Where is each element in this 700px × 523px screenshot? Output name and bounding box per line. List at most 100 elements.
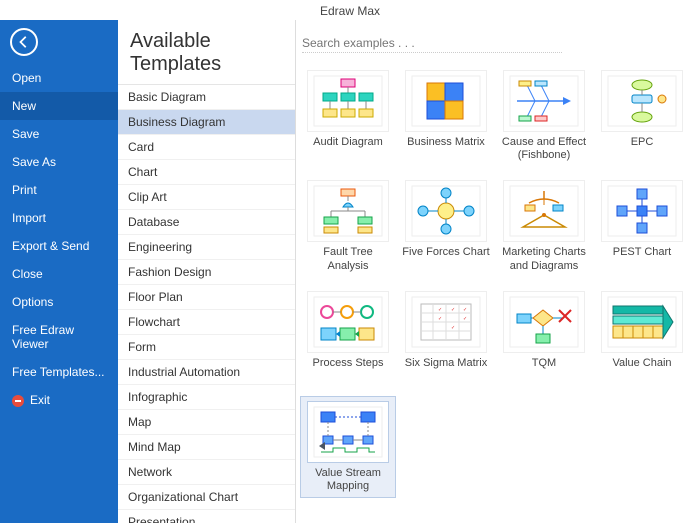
sidebar-item-close[interactable]: Close <box>0 260 118 288</box>
template-thumbnail <box>307 401 389 463</box>
template-thumbnail <box>307 291 389 353</box>
content-area: Available Templates Basic DiagramBusines… <box>118 20 700 523</box>
main-layout: Open New Save Save As Print Import Export & Se… <box>0 20 700 523</box>
sidebar: Open New Save Save As Print Import Export & Se… <box>0 20 118 523</box>
templates-column: Audit Diagram Business Matrix Cause and Ef… <box>296 20 700 523</box>
sidebar-item-label: Close <box>12 267 43 281</box>
category-item[interactable]: Business Diagram <box>118 110 295 135</box>
svg-text:✓: ✓ <box>438 307 442 313</box>
sidebar-item-label: Save As <box>12 155 56 169</box>
categories-column: Available Templates Basic DiagramBusines… <box>118 20 296 523</box>
sidebar-item-label: Export & Send <box>12 239 89 253</box>
sidebar-item-label: Free Templates... <box>12 365 104 379</box>
template-thumbnail <box>601 291 683 353</box>
template-item[interactable]: Value Chain <box>594 286 690 388</box>
template-label: TQM <box>499 357 589 383</box>
category-item[interactable]: Floor Plan <box>118 285 295 310</box>
category-item[interactable]: Organizational Chart <box>118 485 295 510</box>
sidebar-item-exit[interactable]: Exit <box>0 386 118 414</box>
template-label: Business Matrix <box>401 136 491 162</box>
svg-text:✓: ✓ <box>451 307 455 313</box>
app-title: Edraw Max <box>0 0 700 20</box>
category-item[interactable]: Clip Art <box>118 185 295 210</box>
template-thumbnail: ✓✓✓✓✓✓ <box>405 291 487 353</box>
category-item[interactable]: Form <box>118 335 295 360</box>
category-item[interactable]: Mind Map <box>118 435 295 460</box>
sidebar-item-open[interactable]: Open <box>0 64 118 92</box>
template-item[interactable]: Process Steps <box>300 286 396 388</box>
template-label: PEST Chart <box>597 246 687 272</box>
template-label: Process Steps <box>303 357 393 383</box>
sidebar-item-export-send[interactable]: Export & Send <box>0 232 118 260</box>
category-item[interactable]: Network <box>118 460 295 485</box>
template-thumbnail <box>307 70 389 132</box>
template-label: Audit Diagram <box>303 136 393 162</box>
back-arrow-icon <box>17 35 31 49</box>
template-item[interactable]: Business Matrix <box>398 65 494 167</box>
template-label: Cause and Effect (Fishbone) <box>499 136 589 162</box>
template-thumbnail <box>601 70 683 132</box>
template-item[interactable]: Audit Diagram <box>300 65 396 167</box>
exit-icon <box>12 395 24 407</box>
template-item[interactable]: PEST Chart <box>594 175 690 277</box>
template-item[interactable]: EPC <box>594 65 690 167</box>
category-item[interactable]: Database <box>118 210 295 235</box>
sidebar-item-free-templates-[interactable]: Free Templates... <box>0 358 118 386</box>
svg-text:✓: ✓ <box>463 307 467 313</box>
template-item[interactable]: Cause and Effect (Fishbone) <box>496 65 592 167</box>
template-item[interactable]: ✓✓✓✓✓✓Six Sigma Matrix <box>398 286 494 388</box>
template-item[interactable]: Marketing Charts and Diagrams <box>496 175 592 277</box>
template-label: Six Sigma Matrix <box>401 357 491 383</box>
category-item[interactable]: Presentation <box>118 510 295 523</box>
template-thumbnail <box>307 180 389 242</box>
category-item[interactable]: Map <box>118 410 295 435</box>
svg-text:✓: ✓ <box>451 325 455 331</box>
sidebar-item-save-as[interactable]: Save As <box>0 148 118 176</box>
category-item[interactable]: Basic Diagram <box>118 85 295 110</box>
template-thumbnail <box>405 180 487 242</box>
template-thumbnail <box>503 70 585 132</box>
available-templates-title: Available Templates <box>118 20 295 84</box>
category-item[interactable]: Chart <box>118 160 295 185</box>
sidebar-item-label: New <box>12 99 36 113</box>
category-item[interactable]: Fashion Design <box>118 260 295 285</box>
template-item[interactable]: Fault Tree Analysis <box>300 175 396 277</box>
template-item[interactable]: Five Forces Chart <box>398 175 494 277</box>
template-thumbnail <box>601 180 683 242</box>
template-label: Marketing Charts and Diagrams <box>499 246 589 272</box>
sidebar-item-label: Print <box>12 183 37 197</box>
sidebar-item-label: Import <box>12 211 46 225</box>
sidebar-item-options[interactable]: Options <box>0 288 118 316</box>
sidebar-item-save[interactable]: Save <box>0 120 118 148</box>
category-item[interactable]: Flowchart <box>118 310 295 335</box>
category-item[interactable]: Industrial Automation <box>118 360 295 385</box>
category-item[interactable]: Engineering <box>118 235 295 260</box>
sidebar-item-label: Options <box>12 295 53 309</box>
category-item[interactable]: Card <box>118 135 295 160</box>
back-button[interactable] <box>10 28 38 56</box>
category-item[interactable]: Infographic <box>118 385 295 410</box>
template-item[interactable]: TQM <box>496 286 592 388</box>
sidebar-item-new[interactable]: New <box>0 92 118 120</box>
sidebar-item-free-edraw-viewer[interactable]: Free Edraw Viewer <box>0 316 118 358</box>
sidebar-item-print[interactable]: Print <box>0 176 118 204</box>
sidebar-item-label: Free Edraw Viewer <box>12 323 74 351</box>
svg-text:✓: ✓ <box>438 316 442 322</box>
sidebar-item-label: Exit <box>30 393 50 407</box>
template-thumbnail <box>503 180 585 242</box>
sidebar-item-label: Save <box>12 127 39 141</box>
template-label: EPC <box>597 136 687 162</box>
search-input[interactable] <box>302 34 562 53</box>
template-grid: Audit Diagram Business Matrix Cause and Ef… <box>296 61 700 498</box>
template-label: Five Forces Chart <box>401 246 491 272</box>
template-item[interactable]: Value Stream Mapping <box>300 396 396 498</box>
sidebar-item-import[interactable]: Import <box>0 204 118 232</box>
template-label: Value Chain <box>597 357 687 383</box>
template-label: Fault Tree Analysis <box>303 246 393 272</box>
template-thumbnail <box>405 70 487 132</box>
category-list: Basic DiagramBusiness DiagramCardChartCl… <box>118 84 295 523</box>
template-thumbnail <box>503 291 585 353</box>
sidebar-item-label: Open <box>12 71 41 85</box>
template-label: Value Stream Mapping <box>303 467 393 493</box>
search-row <box>296 20 700 61</box>
